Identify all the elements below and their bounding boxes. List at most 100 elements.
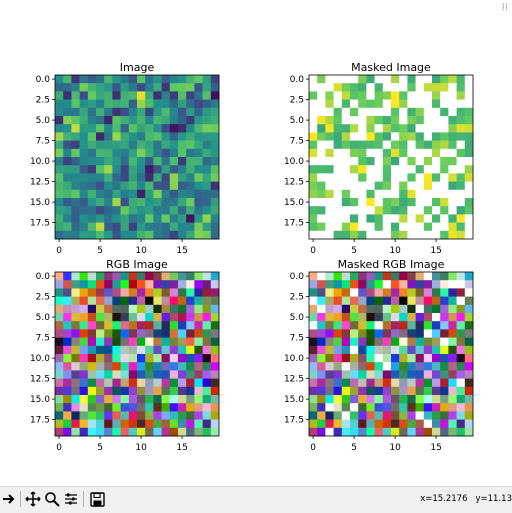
pixel-cell (63, 362, 71, 371)
pixel-cell (407, 132, 416, 141)
pixel-cell (448, 182, 457, 191)
pixel-cell (325, 124, 334, 133)
pixel-cell (350, 321, 359, 330)
pixel-cell (465, 149, 474, 158)
pixel-cell (153, 272, 162, 281)
pixel-cell (440, 83, 449, 92)
pixel-cell (96, 157, 105, 166)
pixel-cell (383, 149, 392, 158)
pixel-cell (88, 214, 97, 223)
pan-icon[interactable] (24, 490, 42, 508)
pixel-cell (334, 338, 343, 347)
pixel-cell (153, 214, 162, 223)
pixel-cell (432, 280, 441, 289)
pixel-cell (55, 214, 64, 223)
pixel-cell (194, 354, 203, 363)
pixel-cell (407, 141, 416, 150)
pixel-cell (342, 165, 351, 174)
pixel-cell (121, 108, 130, 117)
pixel-cell (170, 272, 179, 281)
pixel-cell (88, 124, 97, 133)
pixel-cell (383, 132, 392, 141)
pixel-cell (211, 190, 220, 199)
pixel-cell (170, 182, 179, 191)
pixel-cell (383, 173, 392, 182)
pixel-cell (391, 75, 400, 84)
pixel-cell (80, 272, 89, 281)
pixel-cell (448, 428, 457, 437)
pixel-cell (416, 100, 425, 109)
pixel-cell (309, 395, 318, 404)
pixel-cell (129, 132, 138, 141)
pixel-cell (71, 157, 80, 166)
pixel-cell (309, 428, 318, 437)
pixel-cell (416, 420, 425, 429)
pixel-cell (153, 75, 162, 84)
pixel-cell (96, 387, 105, 396)
pixel-cell (104, 173, 113, 182)
pixel-cell (309, 411, 318, 420)
pixel-cell (194, 100, 203, 109)
pixel-cell (465, 321, 474, 330)
pixel-cell (203, 321, 212, 330)
pixel-cell (358, 403, 367, 412)
pixel-cell (211, 83, 220, 92)
pixel-cell (334, 362, 343, 371)
pixel-cell (203, 108, 212, 117)
pixel-cell (121, 362, 130, 371)
pixel-cell (448, 100, 457, 109)
pixel-cell (104, 411, 113, 420)
pixel-cell (178, 214, 187, 223)
pixel-cell (178, 395, 187, 404)
pixel-cell (129, 329, 138, 338)
pixel-cell (203, 411, 212, 420)
pixel-cell (129, 338, 138, 347)
pixel-cell (457, 231, 466, 240)
pixel-cell (121, 75, 130, 84)
configure-subplots-icon[interactable] (62, 490, 80, 508)
pixel-cell (162, 116, 171, 125)
pixel-cell (153, 206, 162, 215)
pixel-cell (145, 157, 154, 166)
pixel-cell (325, 223, 334, 232)
pixel-cell (194, 420, 203, 429)
pixel-cell (178, 100, 187, 109)
pixel-cell (375, 91, 384, 100)
pixel-cell (112, 206, 121, 215)
pixel-cell (325, 379, 334, 388)
pixel-cell (366, 411, 375, 420)
pixel-cell (317, 141, 326, 150)
pixel-cell (399, 173, 408, 182)
pixel-cell (211, 354, 220, 363)
pixel-cell (71, 321, 80, 330)
pixel-cell (55, 403, 64, 412)
pixel-cell (55, 83, 64, 92)
pixel-cell (186, 288, 195, 297)
x-tick-label: 10 (135, 246, 147, 256)
pixel-cell (170, 280, 179, 289)
pixel-cell (375, 297, 384, 306)
pixel-cell (170, 288, 179, 297)
pixel-cell (416, 362, 425, 371)
pixel-cell (350, 305, 359, 314)
pixel-cell (178, 124, 187, 133)
zoom-icon[interactable] (43, 490, 61, 508)
pixel-cell (407, 420, 416, 429)
pixel-cell (432, 354, 441, 363)
y-tick-label: 15.0 (30, 198, 50, 208)
pixel-cell (358, 272, 367, 281)
pixel-cell (440, 173, 449, 182)
pixel-cell (104, 321, 113, 330)
pixel-cell (334, 297, 343, 306)
save-icon[interactable] (88, 490, 106, 508)
back-arrow-icon[interactable] (0, 490, 18, 508)
y-tick-label: 17.5 (30, 416, 50, 426)
pixel-cell (121, 329, 130, 338)
pixel-cell (71, 305, 80, 314)
pixel-cell (121, 305, 130, 314)
pixel-cell (383, 223, 392, 232)
pixel-cell (178, 428, 187, 437)
pixel-cell (416, 214, 425, 223)
